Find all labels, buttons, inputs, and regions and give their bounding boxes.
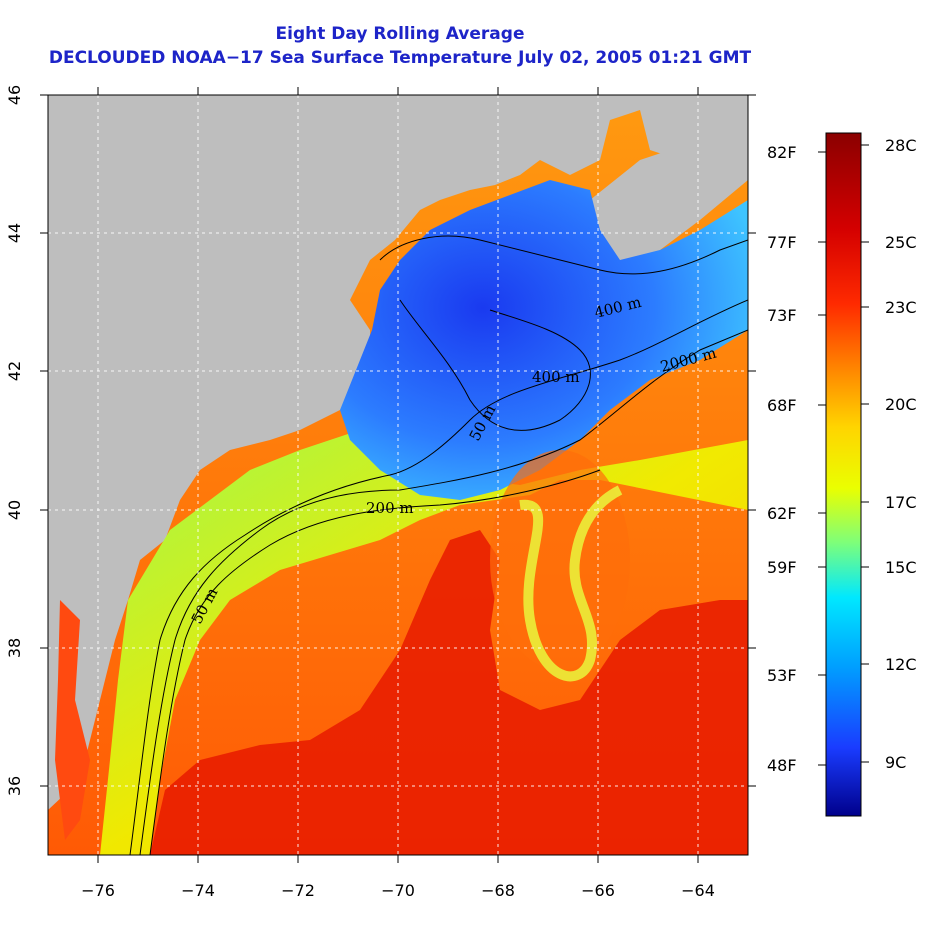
x-tick-label: −76 — [81, 881, 115, 900]
chesapeake-bay — [55, 600, 90, 840]
y-tick-label: 40 — [5, 500, 24, 520]
y-tick-label: 46 — [5, 85, 24, 105]
x-axis-ticks — [97, 87, 699, 863]
map-panel: 50 m 50 m 200 m 400 m 400 m 2000 m — [48, 95, 748, 855]
colorbar-celsius-label: 25C — [885, 233, 917, 252]
colorbar-celsius-label: 9C — [885, 753, 906, 772]
colorbar-celsius-labels: 28C 25C 23C 20C 17C 15C 12C 9C — [885, 136, 917, 772]
y-axis-ticks — [40, 94, 756, 787]
colorbar-celsius-label: 17C — [885, 493, 917, 512]
y-tick-label: 38 — [5, 638, 24, 658]
x-tick-label: −70 — [381, 881, 415, 900]
land-northeast-us — [48, 95, 748, 810]
gridlines — [48, 95, 748, 855]
bathymetry-contours — [129, 235, 748, 855]
shelf-water-warm-band — [100, 430, 748, 855]
colorbar-fahrenheit-label: 82F — [767, 143, 797, 162]
colorbar-ticks — [818, 144, 869, 766]
colorbar-fahrenheit-label: 68F — [767, 396, 797, 415]
gulf-of-maine-cold-water — [340, 180, 748, 500]
gulf-stream-core — [150, 530, 748, 855]
colorbar-fahrenheit-label: 73F — [767, 306, 797, 325]
contour-label-3: 200 m — [366, 499, 414, 517]
colorbar-celsius-label: 15C — [885, 558, 917, 577]
x-tick-label: −72 — [281, 881, 315, 900]
colorbar — [825, 132, 862, 817]
colorbar-celsius-label: 20C — [885, 395, 917, 414]
contour-label-4: 400 m — [532, 368, 580, 386]
colorbar-fahrenheit-label: 77F — [767, 233, 797, 252]
x-tick-label: −66 — [581, 881, 615, 900]
x-axis-labels: −76 −74 −72 −70 −68 −66 −64 — [81, 881, 715, 900]
colorbar-fahrenheit-label: 53F — [767, 666, 797, 685]
map-title: Eight Day Rolling Average — [275, 24, 525, 44]
colorbar-fahrenheit-label: 48F — [767, 756, 797, 775]
colorbar-celsius-label: 23C — [885, 298, 917, 317]
land-nova-scotia — [590, 110, 748, 260]
colorbar-fahrenheit-label: 59F — [767, 558, 797, 577]
y-tick-label: 42 — [5, 361, 24, 381]
x-tick-label: −74 — [181, 881, 215, 900]
y-tick-label: 36 — [5, 776, 24, 796]
colorbar-celsius-label: 28C — [885, 136, 917, 155]
cold-filament — [519, 485, 623, 682]
x-tick-label: −64 — [681, 881, 715, 900]
y-axis-labels: 36 38 40 42 44 46 — [5, 85, 24, 796]
y-tick-label: 44 — [5, 223, 24, 243]
colorbar-fahrenheit-labels: 82F 77F 73F 68F 62F 59F 53F 48F — [767, 143, 797, 775]
colorbar-celsius-label: 12C — [885, 655, 917, 674]
x-tick-label: −68 — [481, 881, 515, 900]
map-subtitle: DECLOUDED NOAA−17 Sea Surface Temperatur… — [48, 48, 752, 68]
colorbar-fahrenheit-label: 62F — [767, 504, 797, 523]
